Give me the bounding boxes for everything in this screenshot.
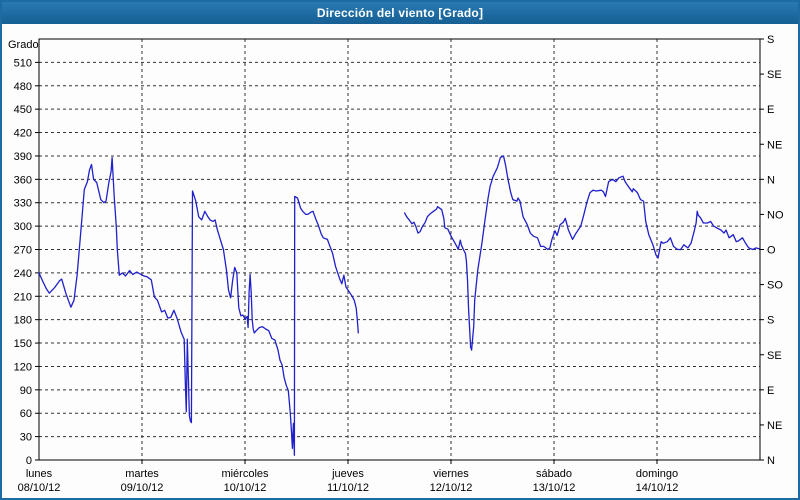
compass-label: SE <box>767 69 782 81</box>
compass-label: S <box>767 34 774 46</box>
left-axis-tick-label: 60 <box>20 408 32 420</box>
left-axis-tick-label: 270 <box>14 245 32 257</box>
chart-title: Dirección del viento [Grado] <box>316 6 484 20</box>
compass-label: E <box>767 385 774 397</box>
day-label: viernes <box>433 468 469 480</box>
left-axis-tick-label: 180 <box>14 315 32 327</box>
left-axis-tick-label: 450 <box>14 104 32 116</box>
left-axis-tick-label: 0 <box>26 455 32 467</box>
day-label: miércoles <box>221 468 269 480</box>
day-label: sábado <box>536 468 572 480</box>
compass-label: O <box>767 245 776 257</box>
date-label: 10/10/12 <box>224 482 267 494</box>
compass-label: NE <box>767 139 782 151</box>
compass-label: NO <box>767 209 784 221</box>
y-axis-title: Grado <box>8 39 39 51</box>
date-label: 14/10/12 <box>636 482 679 494</box>
left-axis-tick-label: 390 <box>14 151 32 163</box>
left-axis-tick-label: 510 <box>14 57 32 69</box>
left-axis-tick-label: 120 <box>14 361 32 373</box>
left-axis-tick-label: 360 <box>14 174 32 186</box>
wind-direction-line <box>403 155 760 351</box>
day-label: martes <box>125 468 159 480</box>
compass-label: S <box>767 315 774 327</box>
compass-label: E <box>767 104 774 116</box>
compass-label: SE <box>767 350 782 362</box>
compass-label: N <box>767 174 775 186</box>
left-axis-tick-label: 30 <box>20 432 32 444</box>
left-axis-tick-label: 300 <box>14 221 32 233</box>
left-axis-tick-label: 480 <box>14 81 32 93</box>
date-label: 08/10/12 <box>18 482 61 494</box>
left-axis-tick-label: 330 <box>14 198 32 210</box>
left-axis-tick-label: 90 <box>20 385 32 397</box>
plot-border <box>38 38 761 461</box>
left-axis-tick-label: 150 <box>14 338 32 350</box>
left-axis-tick-label: 210 <box>14 291 32 303</box>
day-label: jueves <box>331 468 364 480</box>
chart-area: Grado 0 30 60 90 120 150 180 210 240 270 300 330 360… <box>2 24 798 498</box>
date-label: 09/10/12 <box>121 482 164 494</box>
date-label: 13/10/12 <box>533 482 576 494</box>
wind-direction-chart: Grado 0 30 60 90 120 150 180 210 240 270 300 330 360… <box>8 34 784 494</box>
day-label: lunes <box>26 468 53 480</box>
wind-direction-line <box>38 156 359 456</box>
date-label: 12/10/12 <box>430 482 473 494</box>
left-axis-tick-label: 240 <box>14 268 32 280</box>
chart-title-bar: Dirección del viento [Grado] <box>2 2 798 24</box>
left-axis-tick-label: 420 <box>14 128 32 140</box>
day-label: domingo <box>636 468 678 480</box>
compass-label: NE <box>767 420 782 432</box>
compass-label: SO <box>767 280 783 292</box>
compass-label: N <box>767 455 775 467</box>
date-label: 11/10/12 <box>327 482 369 494</box>
